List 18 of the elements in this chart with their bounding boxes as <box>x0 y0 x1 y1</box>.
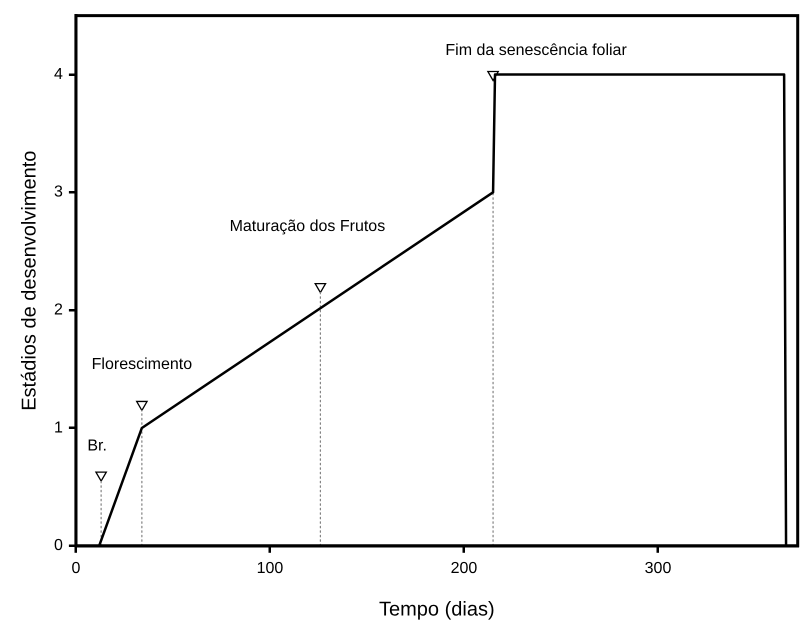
x-axis-title: Tempo (dias) <box>378 598 495 621</box>
y-axis-title: Estádios de desenvolvimento <box>18 150 41 411</box>
x-tick-label: 100 <box>256 560 284 577</box>
y-tick-label: 3 <box>54 184 63 201</box>
annotation: Fim da senescência foliar <box>445 42 628 59</box>
x-tick-label: 300 <box>644 560 672 577</box>
x-tick-label: 0 <box>71 560 80 577</box>
y-tick-label: 1 <box>54 419 63 436</box>
point <box>314 282 326 294</box>
point <box>136 400 148 412</box>
point <box>95 471 107 482</box>
y-tick-label: 4 <box>54 66 63 83</box>
annotation: Florescimento <box>92 356 192 373</box>
y-tick-label: 0 <box>54 537 63 554</box>
x-tick-label: 200 <box>450 560 478 577</box>
annotation: Maturação dos Frutos <box>230 218 386 235</box>
y-tick-label: 2 <box>54 302 63 319</box>
annotation: Br. <box>87 438 107 455</box>
